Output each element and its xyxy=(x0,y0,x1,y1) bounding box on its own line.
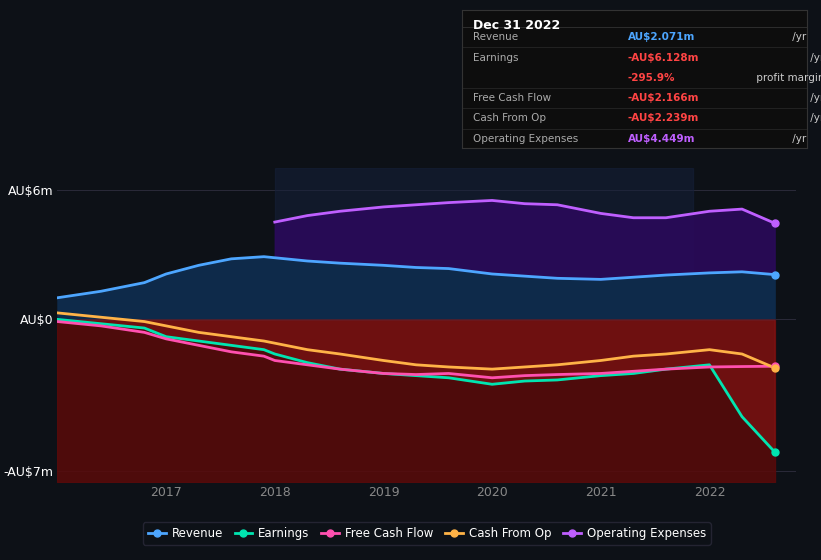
Text: Operating Expenses: Operating Expenses xyxy=(473,134,578,144)
Text: Revenue: Revenue xyxy=(473,32,518,43)
Text: -295.9%: -295.9% xyxy=(628,73,675,83)
Text: profit margin: profit margin xyxy=(753,73,821,83)
Text: Free Cash Flow: Free Cash Flow xyxy=(473,93,551,103)
Text: -AU$2.166m: -AU$2.166m xyxy=(628,93,699,103)
Text: /yr: /yr xyxy=(789,134,806,144)
Text: /yr: /yr xyxy=(807,53,821,63)
Text: -AU$2.239m: -AU$2.239m xyxy=(628,114,699,123)
Text: -AU$6.128m: -AU$6.128m xyxy=(628,53,699,63)
Text: AU$2.071m: AU$2.071m xyxy=(628,32,695,43)
Text: /yr: /yr xyxy=(789,32,806,43)
Bar xyxy=(275,168,693,319)
Text: Cash From Op: Cash From Op xyxy=(473,114,546,123)
Text: /yr: /yr xyxy=(807,114,821,123)
Legend: Revenue, Earnings, Free Cash Flow, Cash From Op, Operating Expenses: Revenue, Earnings, Free Cash Flow, Cash … xyxy=(143,522,711,545)
Text: Earnings: Earnings xyxy=(473,53,518,63)
Text: AU$4.449m: AU$4.449m xyxy=(628,134,695,144)
Text: /yr: /yr xyxy=(807,93,821,103)
Text: Dec 31 2022: Dec 31 2022 xyxy=(473,18,560,31)
